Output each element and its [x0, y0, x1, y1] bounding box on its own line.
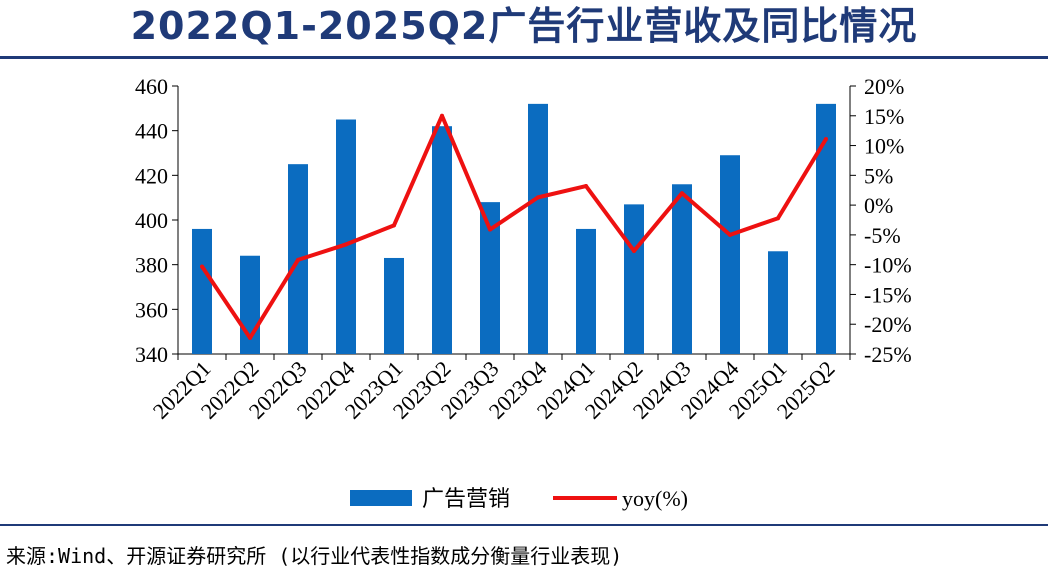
right-tick-label: -20%: [864, 312, 912, 337]
bar: [768, 251, 788, 354]
yoy-point: [824, 137, 828, 142]
footer-divider: [0, 524, 1048, 526]
right-tick-label: 15%: [864, 104, 904, 129]
yoy-point: [776, 216, 780, 221]
legend-label-bar: 广告营销: [422, 486, 510, 511]
bar: [672, 184, 692, 354]
right-tick-label: 5%: [864, 163, 893, 188]
bar: [192, 228, 212, 354]
yoy-line: [200, 113, 828, 340]
yoy-point: [296, 257, 300, 262]
left-tick-label: 360: [135, 297, 168, 322]
yoy-point: [248, 335, 252, 340]
bar: [432, 126, 452, 354]
bar: [528, 103, 548, 354]
bar: [336, 119, 356, 354]
yoy-point: [488, 227, 492, 232]
right-tick-label: 0%: [864, 193, 893, 218]
source-note: 来源:Wind、开源证券研究所 (以行业代表性指数成分衡量行业表现): [6, 544, 623, 568]
bar: [576, 228, 596, 354]
legend-swatch-bar: [350, 490, 412, 506]
yoy-point: [584, 184, 588, 189]
bar: [720, 155, 740, 354]
left-tick-label: 340: [135, 342, 168, 367]
left-tick-label: 460: [135, 74, 168, 99]
yoy-point: [680, 191, 684, 196]
right-tick-label: 20%: [864, 74, 904, 99]
left-tick-label: 440: [135, 119, 168, 144]
chart-title: 2022Q1-2025Q2广告行业营收及同比情况: [130, 4, 918, 48]
title-underline: [0, 56, 1048, 59]
right-tick-label: -25%: [864, 342, 912, 367]
right-tick-label: 10%: [864, 134, 904, 159]
yoy-point: [632, 248, 636, 253]
left-tick-label: 420: [135, 163, 168, 188]
yoy-point: [344, 242, 348, 247]
legend-label-line: yoy(%): [622, 486, 688, 511]
yoy-point: [392, 223, 396, 228]
right-tick-label: -15%: [864, 282, 912, 307]
bar: [480, 202, 500, 354]
left-tick-label: 380: [135, 253, 168, 278]
right-tick-label: -5%: [864, 223, 901, 248]
bar: [816, 103, 836, 354]
yoy-point: [536, 195, 540, 200]
yoy-point: [440, 113, 444, 118]
bar: [384, 257, 404, 354]
yoy-point: [728, 232, 732, 237]
right-tick-label: -10%: [864, 253, 912, 278]
bar: [624, 204, 644, 354]
left-tick-label: 400: [135, 208, 168, 233]
yoy-point: [200, 264, 204, 269]
